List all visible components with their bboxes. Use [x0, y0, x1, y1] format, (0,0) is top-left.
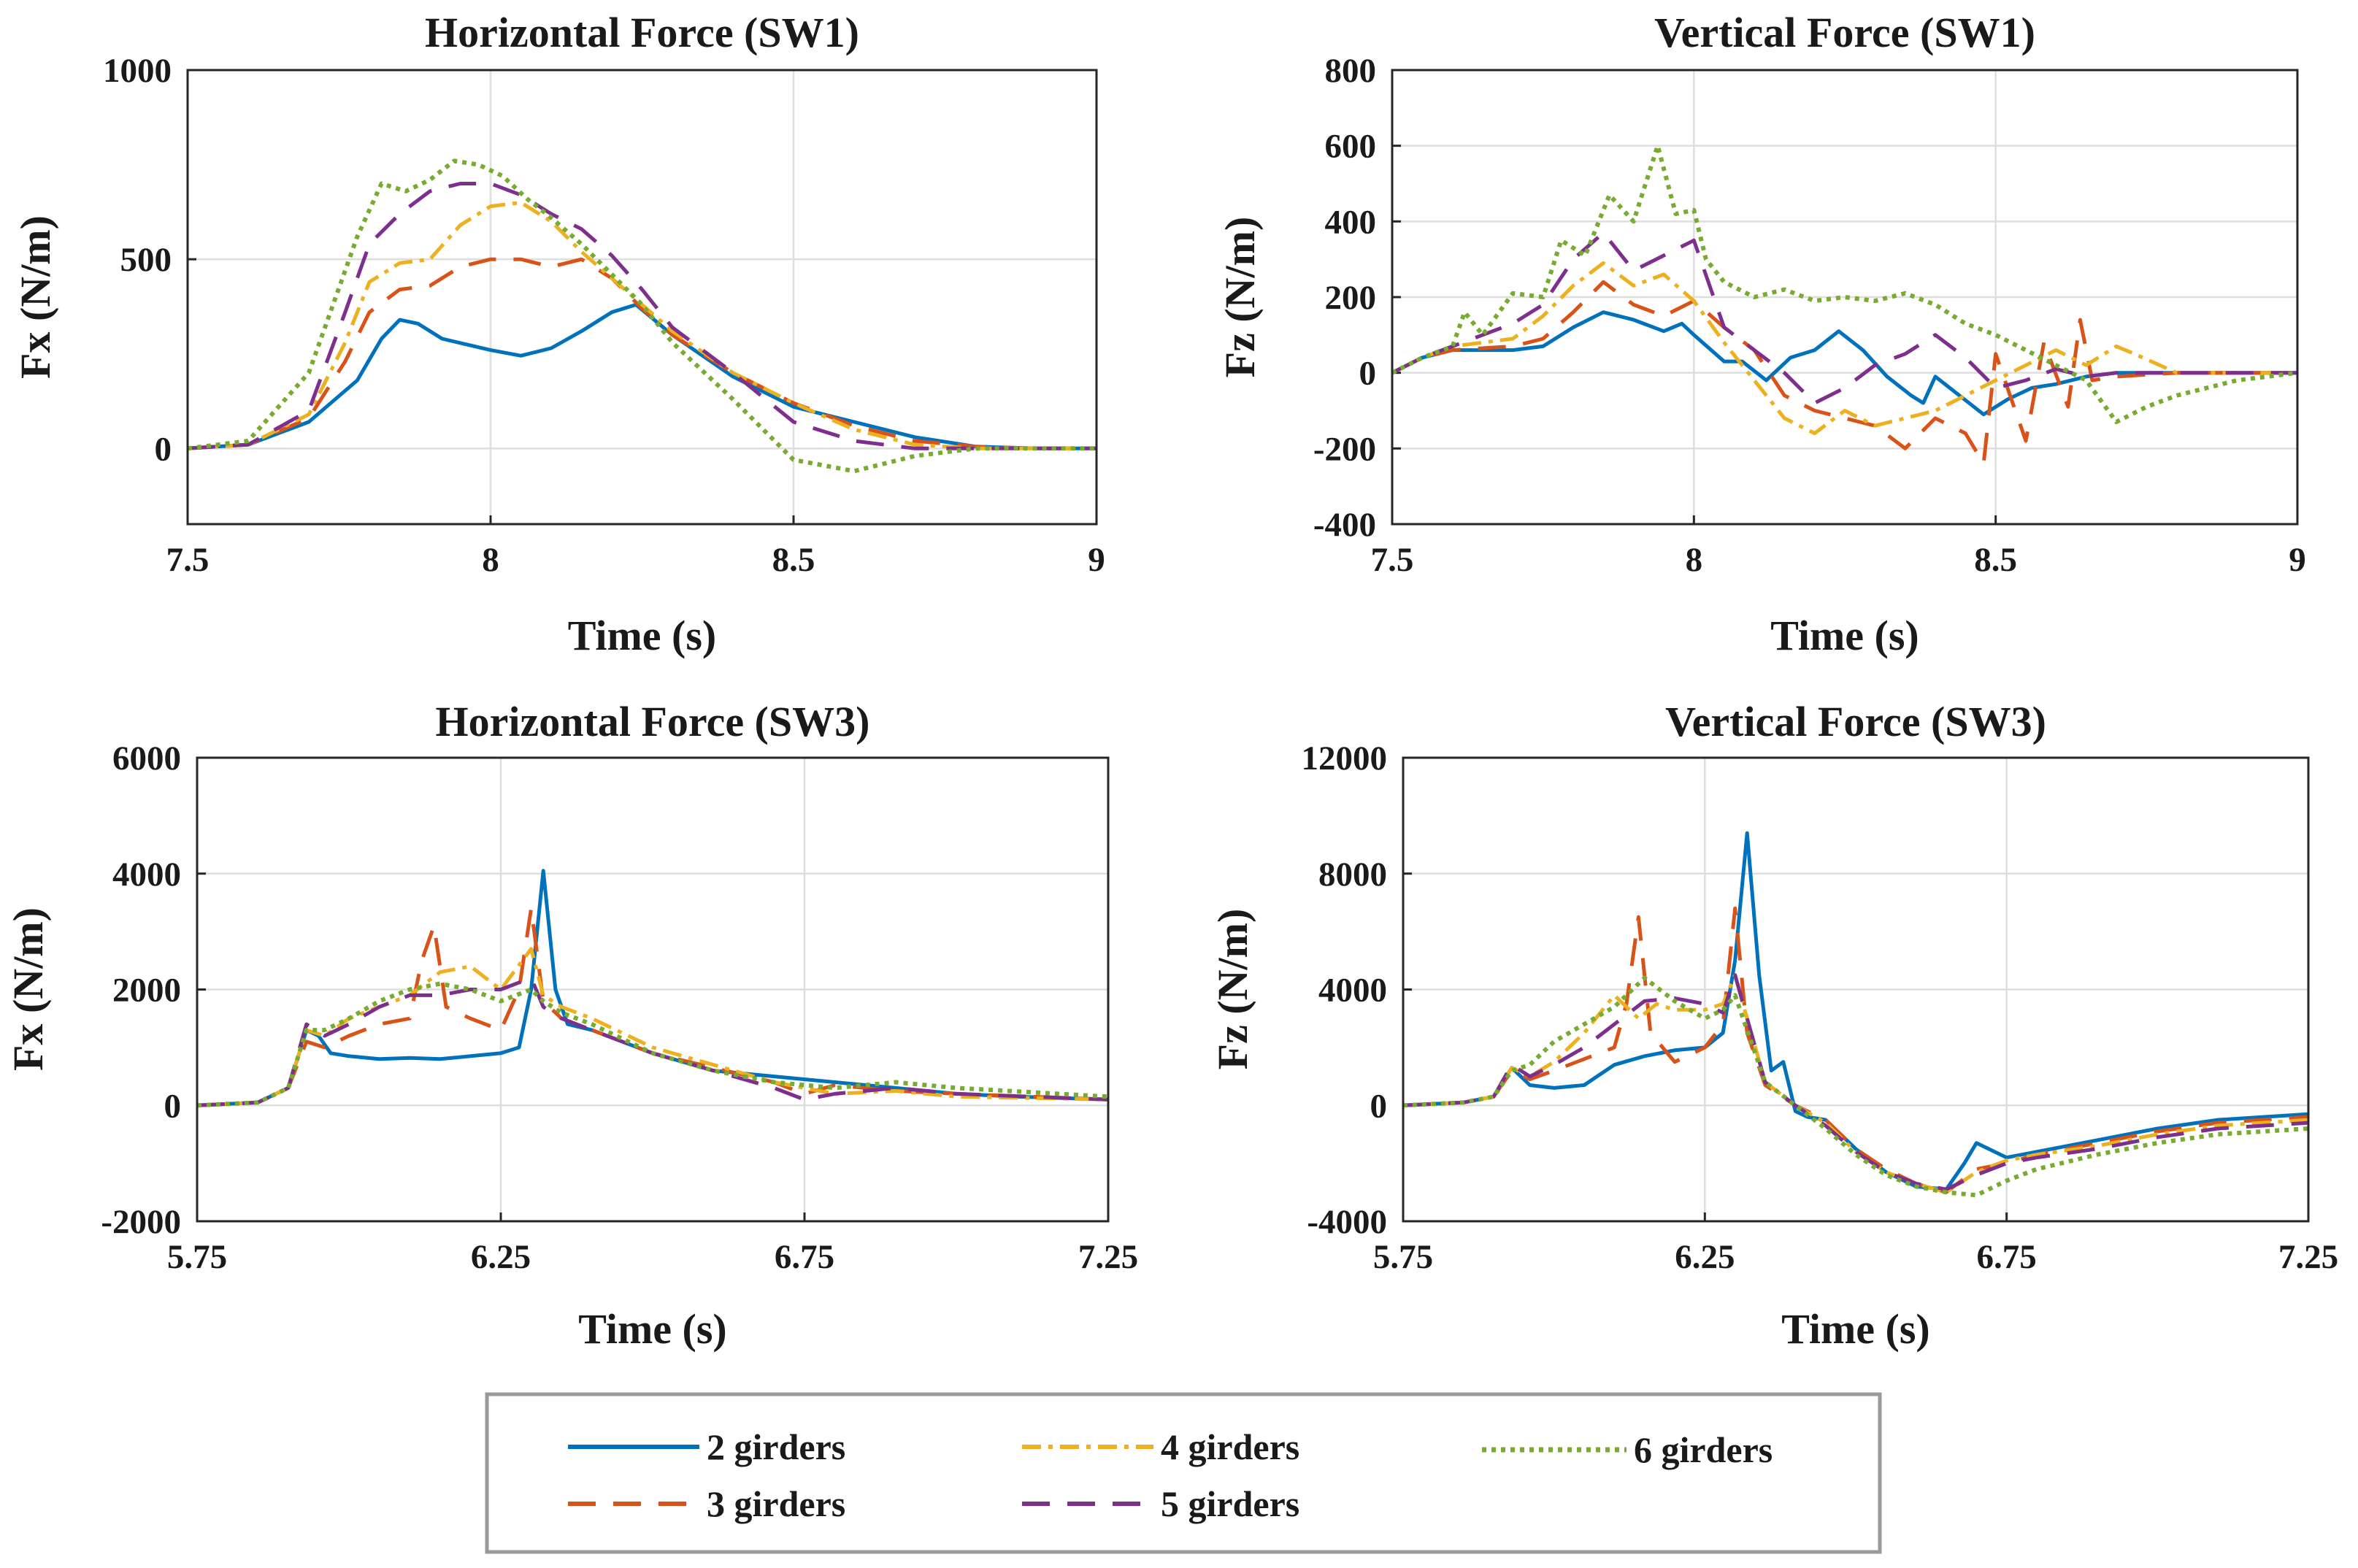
- x-tick-label: 9: [1088, 541, 1105, 579]
- y-tick-labels: -2000 0 2000 4000 6000: [101, 739, 181, 1241]
- series-line-3-girders: [196, 906, 1109, 1107]
- series-line-5-girders: [1402, 973, 2309, 1191]
- y-tick-label: 1000: [103, 52, 172, 90]
- legend-entry-3-girders: 3 girders: [568, 1483, 845, 1524]
- series-line-4-girders: [187, 200, 1097, 450]
- chart-title: Vertical Force (SW1): [1654, 9, 2035, 56]
- legend-label: 4 girders: [1161, 1426, 1299, 1467]
- x-tick-label: 6.25: [471, 1238, 531, 1276]
- legend-label: 2 girders: [707, 1426, 845, 1467]
- y-tick-label: 0: [1359, 355, 1377, 393]
- x-axis-label: Time (s): [568, 612, 717, 659]
- x-tick-label: 6.25: [1675, 1238, 1735, 1276]
- series-line-6-girders: [196, 981, 1109, 1108]
- plot-frame: [196, 756, 1110, 1223]
- legend-entry-2-girders: 2 girders: [568, 1426, 845, 1467]
- x-tick-label: 5.75: [167, 1238, 227, 1276]
- y-tick-label: 4000: [1318, 972, 1387, 1010]
- y-tick-label: 12000: [1302, 739, 1388, 777]
- y-tick-label: 500: [120, 241, 172, 279]
- series-line-2-girders: [187, 302, 1097, 450]
- y-tick-label: -200: [1313, 430, 1376, 468]
- x-tick-label: 7.5: [166, 541, 210, 579]
- y-tick-label: 800: [1325, 52, 1377, 90]
- legend-box: [485, 1392, 1882, 1554]
- chart-title: Vertical Force (SW3): [1665, 698, 2046, 745]
- x-tick-labels: 7.5 8 8.5 9: [166, 541, 1105, 579]
- y-axis-label: Fx (N/m): [12, 215, 59, 379]
- y-tick-label: -2000: [101, 1203, 181, 1241]
- series-line-2-girders: [1402, 831, 2309, 1191]
- legend-entry-6-girders: 6 girders: [1482, 1429, 1773, 1470]
- series-lines: [196, 869, 1109, 1108]
- x-tick-label: 8.5: [772, 541, 815, 579]
- y-tick-label: 200: [1325, 279, 1377, 317]
- y-tick-label: 2000: [112, 972, 181, 1010]
- x-tick-label: 7.5: [1371, 541, 1414, 579]
- series-line-6-girders: [1391, 143, 2298, 424]
- y-tick-label: -400: [1313, 506, 1376, 544]
- y-tick-labels: 0 500 1000: [103, 52, 172, 468]
- panel-vertical-force-sw3: 5.75 6.25 6.75 7.25 -4000 0 4000 8000 12000 Ver…: [1209, 698, 2338, 1353]
- chart-title: Horizontal Force (SW1): [425, 9, 859, 56]
- series-lines: [1391, 143, 2298, 466]
- x-tick-label: 6.75: [1977, 1238, 2037, 1276]
- x-tick-labels: 5.75 6.25 6.75 7.25: [1373, 1238, 2338, 1276]
- chart-title: Horizontal Force (SW3): [436, 698, 870, 745]
- series-line-3-girders: [187, 257, 1097, 450]
- series-lines: [187, 158, 1097, 474]
- y-axis-label: Fx (N/m): [4, 907, 52, 1071]
- plot-frame: [1391, 69, 2299, 526]
- plot-area: [188, 70, 1097, 524]
- legend-label: 5 girders: [1161, 1483, 1299, 1524]
- x-axis-label: Time (s): [1781, 1305, 1930, 1353]
- y-tick-label: 0: [155, 430, 172, 468]
- y-tick-label: 8000: [1318, 856, 1387, 893]
- x-tick-label: 7.25: [1078, 1238, 1138, 1276]
- panel-vertical-force-sw1: 7.5 8 8.5 9 -400 -200 0 200 400 600 800 Vertical …: [1216, 9, 2306, 659]
- panel-horizontal-force-sw3: 5.75 6.25 6.75 7.25 -2000 0 2000 4000 6000 Hori…: [4, 698, 1138, 1353]
- y-tick-label: 0: [164, 1087, 182, 1125]
- x-tick-label: 8: [482, 541, 499, 579]
- series-line-5-girders: [1391, 231, 2297, 405]
- series-line-4-girders: [196, 947, 1109, 1107]
- y-axis-label: Fz (N/m): [1216, 217, 1264, 378]
- legend-entry-4-girders: 4 girders: [1022, 1426, 1299, 1467]
- x-tick-labels: 7.5 8 8.5 9: [1371, 541, 2306, 579]
- series-line-2-girders: [196, 869, 1109, 1107]
- x-axis-label: Time (s): [578, 1305, 727, 1353]
- y-tick-label: 4000: [112, 856, 181, 893]
- y-tick-label: -4000: [1307, 1203, 1387, 1241]
- x-tick-label: 8.5: [1974, 541, 2017, 579]
- panel-horizontal-force-sw1: 7.5 8 8.5 9 0 500 1000 Horizontal Force (SW1)…: [12, 9, 1105, 659]
- y-axis-label: Fz (N/m): [1209, 909, 1256, 1070]
- series-line-3-girders: [1391, 280, 2297, 466]
- legend-entry-5-girders: 5 girders: [1022, 1483, 1299, 1524]
- x-tick-labels: 5.75 6.25 6.75 7.25: [167, 1238, 1138, 1276]
- y-tick-labels: -400 -200 0 200 400 600 800: [1313, 52, 1376, 544]
- plot-frame: [1402, 756, 2310, 1223]
- x-tick-label: 9: [2289, 541, 2306, 579]
- x-tick-label: 5.75: [1373, 1238, 1433, 1276]
- x-axis-label: Time (s): [1770, 612, 1919, 659]
- y-tick-label: 400: [1325, 203, 1377, 241]
- x-tick-label: 6.75: [775, 1238, 834, 1276]
- y-tick-labels: -4000 0 4000 8000 12000: [1302, 739, 1388, 1241]
- plot-frame: [186, 69, 1098, 526]
- series-lines: [1402, 831, 2309, 1198]
- y-tick-label: 0: [1370, 1087, 1388, 1125]
- series-line-2-girders: [1391, 310, 2297, 417]
- y-tick-label: 6000: [112, 739, 181, 777]
- y-tick-label: 600: [1325, 128, 1377, 166]
- series-line-6-girders: [187, 158, 1097, 474]
- legend-label: 3 girders: [707, 1483, 845, 1524]
- x-tick-label: 8: [1686, 541, 1703, 579]
- legend: 2 girders 3 girders 4 girders 5 girders …: [485, 1392, 1882, 1554]
- legend-label: 6 girders: [1634, 1429, 1773, 1470]
- x-tick-label: 7.25: [2278, 1238, 2338, 1276]
